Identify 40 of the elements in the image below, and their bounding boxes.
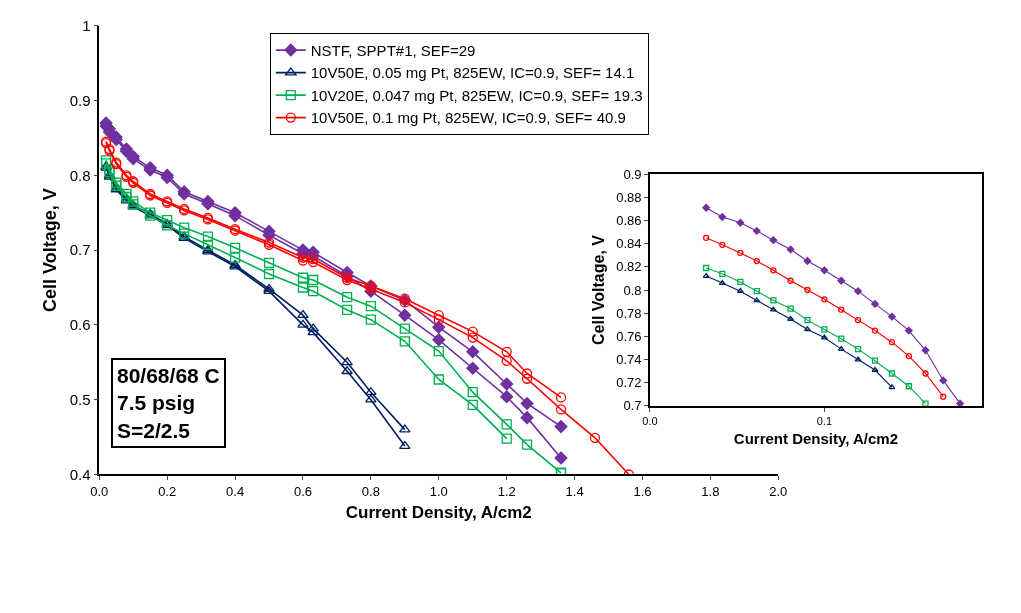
x-tick-label: 0.0	[90, 483, 109, 499]
x-tick-label: 1.4	[565, 483, 584, 499]
y-tick-label: 0.86	[616, 213, 642, 229]
x-tick-label: 2.0	[769, 483, 788, 499]
y-axis-title: Cell Voltage, V	[589, 234, 607, 345]
x-tick-label: 0.1	[816, 414, 833, 427]
legend-label: 10V20E, 0.047 mg Pt, 825EW, IC=0.9, SEF= 19.3	[310, 86, 643, 104]
x-tick-label: 1.6	[633, 483, 652, 499]
x-tick-label: 0.8	[361, 483, 380, 499]
y-tick-label: 0.7	[69, 241, 91, 259]
y-tick-label: 0.84	[616, 236, 642, 252]
y-tick-label: 0.5	[69, 390, 91, 408]
y-tick-label: 0.8	[69, 166, 91, 184]
legend-label: 10V50E, 0.05 mg Pt, 825EW, IC=0.9, SEF= 14.1	[310, 64, 635, 82]
y-tick-label: 0.7	[623, 398, 642, 414]
x-tick-label: 1.0	[429, 483, 448, 499]
y-tick-label: 0.76	[616, 328, 642, 344]
y-tick-label: 0.9	[69, 91, 91, 109]
y-tick-label: 0.88	[616, 189, 642, 205]
y-tick-label: 0.72	[616, 375, 642, 391]
y-tick-label: 0.82	[616, 259, 642, 275]
y-tick-label: 0.4	[69, 465, 91, 483]
x-axis-title: Current Density, A/cm2	[345, 502, 532, 522]
x-tick-label: 0.2	[158, 483, 177, 499]
legend-label: 10V50E, 0.1 mg Pt, 825EW, IC=0.9, SEF= 40.9	[310, 109, 626, 127]
x-tick-label: 1.2	[497, 483, 516, 499]
annotation: 80/68/68 C 7.5 psig S=2/2.5	[117, 364, 220, 442]
y-tick-label: 0.9	[623, 166, 642, 182]
x-tick-label: 0.4	[226, 483, 245, 499]
x-tick-label: 0.0	[642, 414, 658, 427]
x-axis-title: Current Density, A/cm2	[733, 430, 899, 448]
x-tick-label: 1.8	[701, 483, 720, 499]
y-tick-label: 0.6	[69, 316, 91, 334]
x-tick-label: 0.6	[293, 483, 313, 499]
y-tick-label: 0.78	[616, 305, 642, 321]
legend-label: NSTF, SPPT#1, SEF=29	[310, 41, 476, 59]
y-axis-title: Cell Voltage, V	[40, 188, 61, 312]
y-tick-label: 0.8	[623, 282, 642, 298]
y-tick-label: 0.74	[616, 352, 642, 368]
y-tick-label: 1	[82, 16, 91, 34]
